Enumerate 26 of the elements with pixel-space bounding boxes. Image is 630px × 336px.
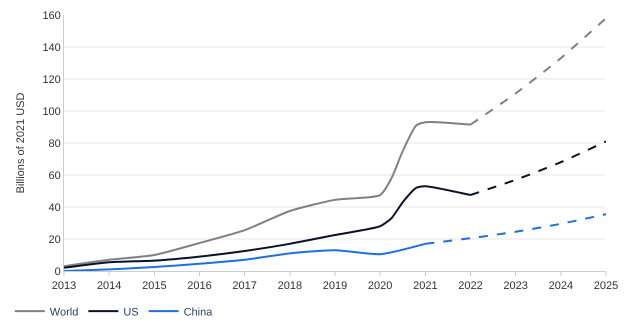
x-tick-label: 2018 xyxy=(278,280,302,292)
y-tick-label: 60 xyxy=(48,170,61,182)
x-tick-label: 2013 xyxy=(52,280,76,292)
y-tick-label: 0 xyxy=(54,266,61,278)
x-tick-label: 2023 xyxy=(503,280,528,292)
y-tick-label: 40 xyxy=(48,202,61,214)
legend-label: US xyxy=(123,306,139,318)
y-axis-title: Billions of 2021 USD xyxy=(15,92,28,194)
y-tick-label: 20 xyxy=(48,234,61,246)
y-tick-label: 140 xyxy=(42,42,61,54)
x-tick-label: 2021 xyxy=(413,280,438,292)
y-tick-label: 100 xyxy=(42,106,61,118)
y-tick-label: 80 xyxy=(48,138,61,150)
legend-label: China xyxy=(184,306,214,318)
x-tick-label: 2022 xyxy=(458,280,483,292)
x-tick-label: 2015 xyxy=(142,280,167,292)
x-tick-label: 2020 xyxy=(368,280,392,292)
legend-label: World xyxy=(50,306,78,318)
x-tick-label: 2017 xyxy=(232,280,257,292)
x-tick-label: 2016 xyxy=(187,280,212,292)
x-tick-label: 2025 xyxy=(594,280,618,292)
y-tick-label: 120 xyxy=(42,74,61,86)
x-tick-label: 2024 xyxy=(548,280,574,292)
y-tick-label: 160 xyxy=(42,10,61,22)
x-tick-label: 2014 xyxy=(96,280,122,292)
x-tick-label: 2019 xyxy=(322,280,348,292)
